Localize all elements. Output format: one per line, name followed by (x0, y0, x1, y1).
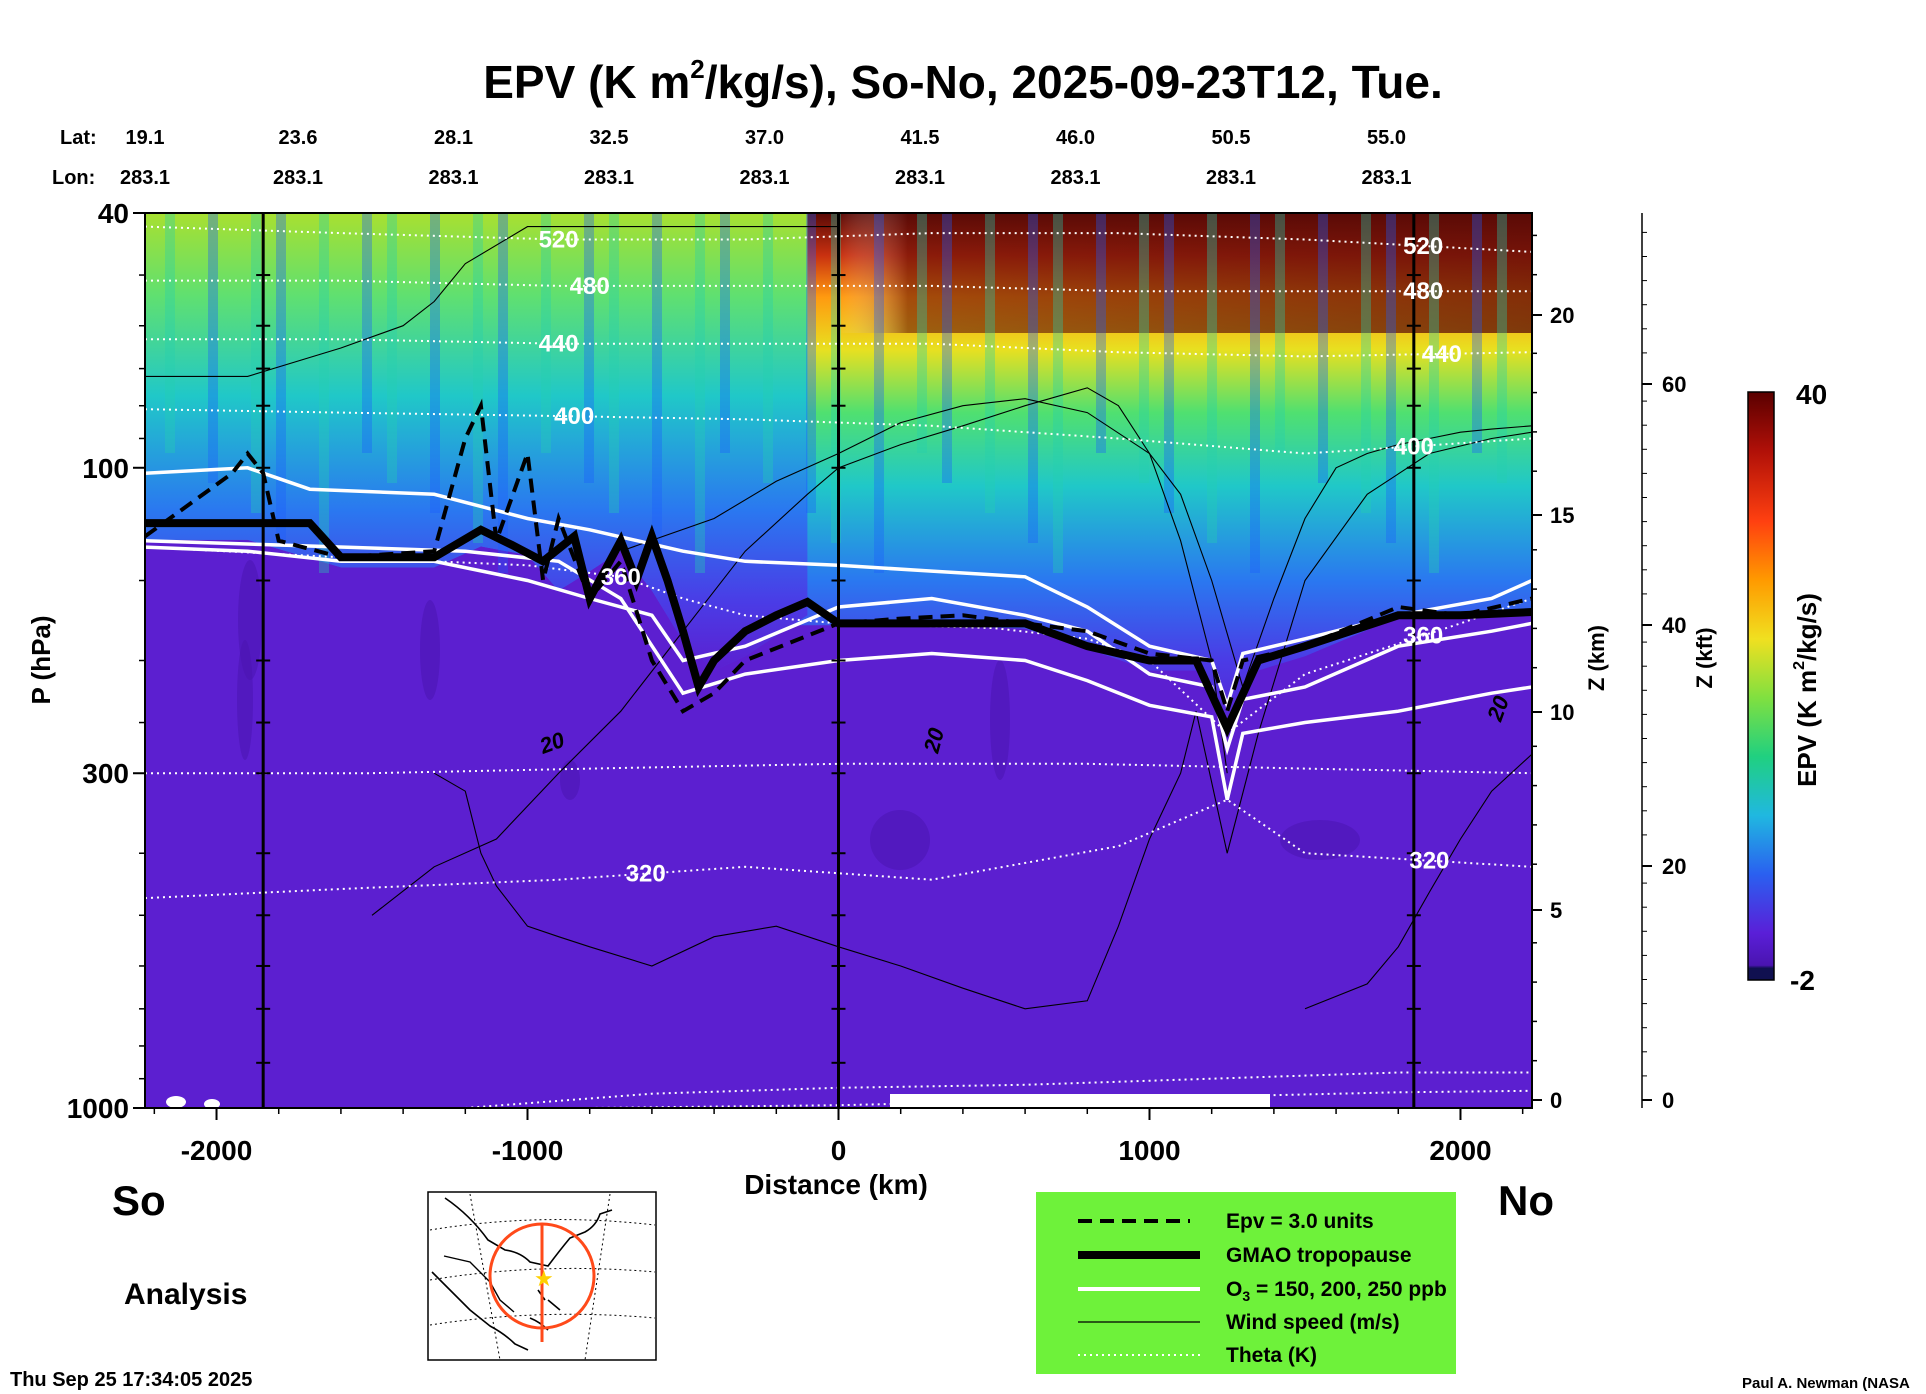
x-tick-label: -1000 (492, 1135, 564, 1166)
location-map: ★ (427, 1191, 657, 1361)
colorbar-min-label: -2 (1790, 965, 1815, 996)
y-axis: 1000 300 100 40 (67, 198, 145, 1124)
wind-contour (620, 398, 1532, 689)
lat-value: 23.6 (279, 127, 318, 149)
y-axis-label: P (hPa) (26, 615, 56, 704)
legend-label-wind: Wind speed (m/s) (1226, 1311, 1400, 1334)
wind-contour (433, 431, 1532, 1010)
lat-value: 19.1 (126, 127, 165, 149)
wind-contour (1304, 753, 1532, 1010)
timestamp: Thu Sep 25 17:34:05 2025 (10, 1369, 252, 1391)
theta-label: 400 (1394, 433, 1434, 460)
north-end-label: No (1498, 1177, 1554, 1224)
z-km-tick-label: 5 (1550, 898, 1562, 923)
lat-lon-row: 19.1 283.1 23.6 283.1 28.1 283.1 32.5 283.1 37.0… (120, 127, 1412, 189)
lat-value: 50.5 (1212, 127, 1251, 149)
x-tick-label: -2000 (181, 1135, 253, 1166)
z-kft-tick-label: 40 (1662, 613, 1686, 638)
legend: Epv = 3.0 units GMAO tropopause O3 = 150… (1036, 1192, 1456, 1374)
y-tick-label: 40 (98, 198, 129, 229)
ozone-200 (145, 545, 1532, 756)
lat-value: 46.0 (1056, 127, 1095, 149)
z-km-label: Z (km) (1584, 625, 1609, 691)
theta-labels: 520 520 480 480 440 440 400 400 360 360 320 320 (539, 227, 1462, 888)
theta-label: 360 (1403, 623, 1443, 650)
theta-label: 480 (570, 273, 610, 300)
z-km-axis: 0 5 10 15 20 (1531, 213, 1574, 1113)
x-axis: -2000 -1000 0 1000 2000 (153, 1108, 1524, 1166)
z-km-tick-label: 0 (1550, 1088, 1562, 1113)
lon-value: 283.1 (273, 167, 323, 189)
z-kft-label: Z (kft) (1692, 627, 1717, 688)
y-tick-label: 100 (82, 453, 129, 484)
legend-label-epv: Epv = 3.0 units (1226, 1210, 1374, 1233)
theta-label: 480 (1403, 278, 1443, 305)
theta-label: 320 (626, 861, 666, 888)
lon-value: 283.1 (428, 167, 478, 189)
theta-label: 320 (1409, 848, 1449, 875)
lat-value: 41.5 (901, 127, 940, 149)
lat-value: 28.1 (434, 127, 473, 149)
lon-value: 283.1 (895, 167, 945, 189)
wind-contour (371, 387, 1228, 916)
z-kft-axis: 0 20 40 60 (1641, 213, 1686, 1113)
theta-contour (145, 798, 1532, 900)
lon-value: 283.1 (1361, 167, 1411, 189)
theta-contour (145, 225, 1532, 253)
x-tick-label: 0 (831, 1135, 847, 1166)
legend-label-tropopause: GMAO tropopause (1226, 1244, 1412, 1267)
lat-value: 32.5 (590, 127, 629, 149)
credit: Paul A. Newman (NASA (1742, 1375, 1910, 1392)
x-tick-label: 1000 (1118, 1135, 1180, 1166)
lon-value: 283.1 (584, 167, 634, 189)
theta-label: 440 (539, 331, 579, 358)
svg-text:★: ★ (534, 1267, 554, 1292)
lon-label: Lon: (52, 167, 95, 189)
z-kft-tick-label: 60 (1662, 372, 1686, 397)
legend-label-theta: Theta (K) (1226, 1344, 1317, 1367)
x-tick-label: 2000 (1429, 1135, 1491, 1166)
lon-value: 283.1 (120, 167, 170, 189)
theta-label: 400 (554, 403, 594, 430)
z-km-tick-label: 20 (1550, 303, 1574, 328)
theta-label: 520 (1403, 233, 1443, 260)
theta-contour (145, 338, 1532, 358)
colorbar-max-label: 40 (1796, 379, 1827, 410)
lon-value: 283.1 (1206, 167, 1256, 189)
z-kft-tick-label: 0 (1662, 1088, 1674, 1113)
colorbar (1747, 391, 1775, 981)
z-kft-tick-label: 20 (1662, 854, 1686, 879)
y-tick-label: 1000 (67, 1093, 129, 1124)
z-km-tick-label: 10 (1550, 700, 1574, 725)
lat-value: 37.0 (745, 127, 784, 149)
lat-label: Lat: (60, 127, 97, 149)
chart-title: EPV (K m2/kg/s), So-No, 2025-09-23T12, T… (483, 54, 1442, 108)
wind-contour (145, 226, 839, 377)
theta-label: 360 (601, 564, 641, 591)
lon-value: 283.1 (739, 167, 789, 189)
analysis-label: Analysis (124, 1278, 247, 1311)
z-km-tick-label: 15 (1550, 503, 1574, 528)
south-end-label: So (112, 1177, 166, 1224)
lon-value: 283.1 (1050, 167, 1100, 189)
ozone-250 (145, 538, 1532, 801)
y-tick-label: 300 (82, 758, 129, 789)
lat-value: 55.0 (1367, 127, 1406, 149)
colorbar-label: EPV (K m2/kg/s) (1791, 593, 1822, 787)
legend-label-ozone: O3 = 150, 200, 250 ppb (1226, 1278, 1447, 1304)
theta-contour (145, 279, 1532, 293)
epv-field (145, 213, 1532, 1108)
theta-label: 520 (539, 227, 579, 254)
x-axis-label: Distance (km) (744, 1169, 928, 1200)
theta-label: 440 (1422, 341, 1462, 368)
